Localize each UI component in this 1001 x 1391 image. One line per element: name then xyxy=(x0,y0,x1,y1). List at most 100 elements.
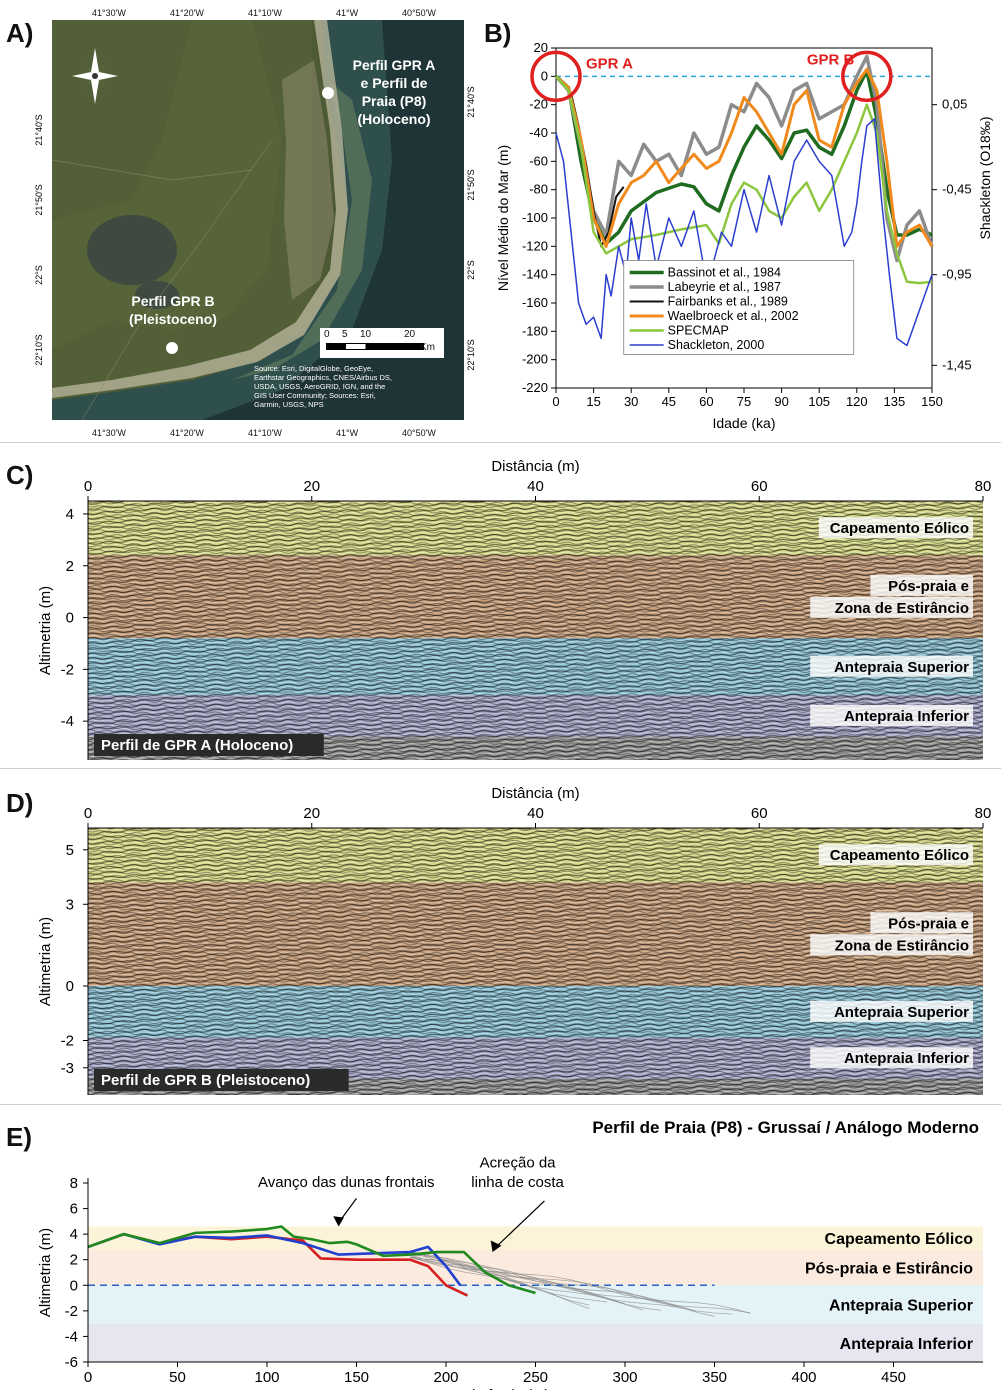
lon-label: 41°W xyxy=(336,8,359,18)
y-tick-label: -120 xyxy=(522,238,548,253)
y2-axis-label: Shackleton (O18‰) xyxy=(977,117,993,240)
facies-label-bg xyxy=(810,934,973,956)
map-attribution: Source: Esri, DigitalGlobe, GeoEye, Eart… xyxy=(254,364,462,409)
gpr-radargram: Capeamento Eólico Pós-praia e Zona de Esti… xyxy=(88,501,983,760)
x-tick-label: 300 xyxy=(612,1369,637,1386)
survey-line xyxy=(410,1257,715,1317)
sea-level-chart[interactable]: 0 15 30 45 60 75 90 105 120 135 150 20 0 -20 -40 -60 -80… xyxy=(480,12,1000,442)
y-tick-label: 0 xyxy=(66,610,74,627)
series-line xyxy=(555,118,933,347)
x-tick-label: 60 xyxy=(751,805,768,822)
facies-label-bg xyxy=(818,517,973,539)
panel-c-letter: C) xyxy=(6,460,34,490)
x-tick-label: 20 xyxy=(303,805,320,822)
y-tick-label: 3 xyxy=(66,896,74,913)
panel-a-letter: A) xyxy=(6,18,34,48)
survey-line xyxy=(410,1251,751,1314)
lon-label: 41°30'W xyxy=(92,8,126,18)
y-tick-label: -4 xyxy=(65,1328,78,1345)
profile-caption: Perfil de GPR A (Holoceno) xyxy=(101,737,293,754)
facies-label: Zona de Estirâncio xyxy=(835,600,969,617)
series-line xyxy=(554,67,934,248)
y-tick-label: -140 xyxy=(522,267,548,282)
legend-entry: Waelbroeck et al., 2002 xyxy=(668,309,799,323)
facies-label-bg xyxy=(870,912,973,934)
beach-profile-chart[interactable]: Capeamento Eólico Pós-praia e Estirâncio A… xyxy=(0,1108,1001,1390)
map-imagery xyxy=(52,20,464,420)
x-tick-label: 60 xyxy=(751,478,768,495)
site-a-label: Perfil GPR A e Perfil de Praia (P8) (Hol… xyxy=(334,56,454,128)
y2-tick-label: -0,95 xyxy=(942,267,972,282)
x-tick-label: 80 xyxy=(975,805,992,822)
facies-label: Antepraia Inferior xyxy=(844,708,969,725)
facies-label: Antepraia Superior xyxy=(834,1004,969,1021)
accretion-annotation: linha de costa xyxy=(471,1174,564,1191)
gpr-a-chart[interactable]: Capeamento Eólico Pós-praia e Zona de Esti… xyxy=(0,448,1001,768)
lon-label: 41°W xyxy=(336,428,359,438)
y-axis-label: Altimetria (m) xyxy=(37,1228,54,1317)
y-axis-label: Nível Médio do Mar (m) xyxy=(495,145,511,291)
x-axis-label: Distância (m) xyxy=(491,785,579,802)
y-tick-label: -6 xyxy=(65,1354,78,1371)
x-tick-label: 0 xyxy=(84,478,92,495)
scale-tick: 0 xyxy=(324,329,330,340)
lat-label: 21°40'S xyxy=(34,114,44,145)
site-b-label-line: Perfil GPR B xyxy=(131,293,215,309)
y-tick-label: -100 xyxy=(522,210,548,225)
gpr-b-chart[interactable]: Capeamento Eólico Pós-praia e Zona de Esti… xyxy=(0,773,1001,1103)
y-tick-label: 0 xyxy=(70,1277,78,1294)
lat-label: 21°50'S xyxy=(34,184,44,215)
lon-label: 40°50'W xyxy=(402,428,436,438)
x-tick-label: 100 xyxy=(254,1369,279,1386)
gpr-b-annotation: GPR B xyxy=(807,51,855,68)
y-tick-label: 2 xyxy=(70,1252,78,1269)
beach-zone-label: Capeamento Eólico xyxy=(825,1231,974,1248)
x-tick-label: 80 xyxy=(975,478,992,495)
site-a-label-line: Perfil GPR A xyxy=(352,57,436,73)
x-tick-label: 250 xyxy=(523,1369,548,1386)
profile-caption-bg xyxy=(94,1069,349,1091)
beach-profile-title: Perfil de Praia (P8) - Grussaí / Análogo… xyxy=(592,1118,979,1137)
arrowhead-icon xyxy=(490,1240,502,1253)
satellite-map[interactable]: Perfil GPR A e Perfil de Praia (P8) (Hol… xyxy=(52,20,464,420)
beach-zone xyxy=(88,1323,983,1362)
y-axis-label: Altimetria (m) xyxy=(37,586,54,675)
x-tick-label: 40 xyxy=(527,478,544,495)
x-tick-label: 450 xyxy=(881,1369,906,1386)
facies-label-bg xyxy=(810,655,973,677)
lon-label: 41°10'W xyxy=(248,428,282,438)
y-tick-label: -160 xyxy=(522,295,548,310)
x-tick-label: 60 xyxy=(699,394,713,409)
y-tick-label: -3 xyxy=(61,1060,74,1077)
lon-label: 41°30'W xyxy=(92,428,126,438)
y-tick-label: 20 xyxy=(534,40,548,55)
x-tick-label: 0 xyxy=(552,394,559,409)
lat-label: 21°50'S xyxy=(466,169,476,200)
accretion-annotation: Acreção da xyxy=(480,1155,557,1172)
x-tick-label: 20 xyxy=(303,478,320,495)
facies-label: Pós-praia e xyxy=(888,915,969,932)
facies-label: Capeamento Eólico xyxy=(830,847,969,864)
y-tick-label: -2 xyxy=(61,661,74,678)
legend-entry: Labeyrie et al., 1987 xyxy=(668,280,781,294)
facies-label-bg xyxy=(870,574,973,596)
y-tick-label: 0 xyxy=(66,978,74,995)
facies-label-bg xyxy=(818,844,973,866)
y-tick-label: 6 xyxy=(70,1201,78,1218)
y-tick-label: 2 xyxy=(66,558,74,575)
facies-label: Antepraia Superior xyxy=(834,659,969,676)
y-tick-label: 4 xyxy=(70,1226,78,1243)
y-tick-label: -60 xyxy=(529,153,548,168)
facies-label-bg xyxy=(810,1000,973,1022)
legend-entry: Fairbanks et al., 1989 xyxy=(668,295,788,309)
scale-tick: 10 xyxy=(360,329,372,340)
site-a-marker[interactable] xyxy=(322,87,334,99)
site-a-label-line: Praia (P8) xyxy=(361,93,427,109)
attribution-line: Garmin, USGS, NPS xyxy=(254,400,324,409)
lon-label: 41°10'W xyxy=(248,8,282,18)
legend-entry: SPECMAP xyxy=(668,324,729,338)
gpr-axes: 0 20 40 60 80 Distância (m) 5 3 0 -2 -3 Altimetria … xyxy=(37,785,991,1095)
site-b-marker[interactable] xyxy=(166,342,178,354)
compass-rose-icon xyxy=(72,48,118,104)
